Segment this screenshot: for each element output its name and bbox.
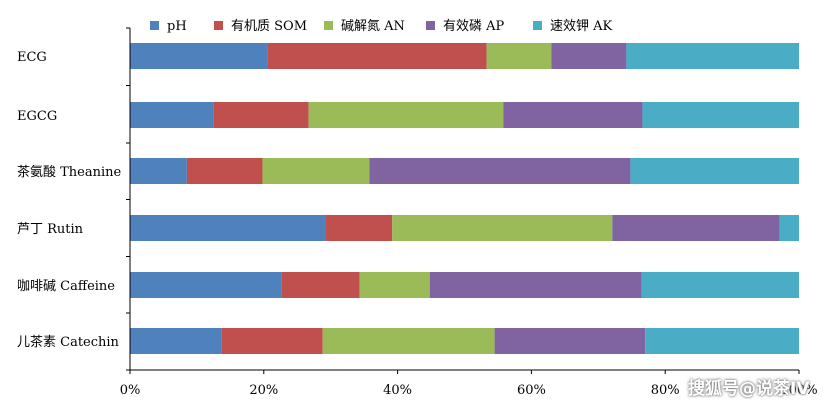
bar-segment-4-5	[779, 215, 799, 241]
category-label: 茶氨酸 Theanine	[17, 164, 122, 180]
x-tick-labels: 0% 20% 40% 60% 80% 100%	[120, 383, 818, 398]
bar-segment-2-2	[213, 102, 309, 128]
bar-segment-1-5	[626, 43, 799, 69]
bar-segment-2-3	[308, 102, 504, 128]
x-tick-label: 0%	[120, 383, 141, 398]
bar-segment-4-3	[392, 215, 613, 241]
category-label: EGCG	[17, 109, 57, 124]
bars	[130, 43, 799, 354]
bar-segment-6-3	[322, 328, 495, 354]
bar-segment-1-1	[130, 43, 268, 69]
x-tick-label: 100%	[780, 383, 817, 398]
bar-segment-5-3	[359, 272, 430, 298]
bar-segment-3-2	[186, 158, 263, 184]
legend-label-1: pH	[167, 19, 187, 34]
bar-segment-3-3	[262, 158, 370, 184]
legend-label-2: 有机质 SOM	[231, 19, 307, 34]
legend-label-4: 有效磷 AP	[443, 19, 505, 34]
watermark: 搜狐号@说茶IV	[688, 379, 810, 399]
axes	[126, 27, 800, 374]
bar-segment-6-5	[645, 328, 799, 354]
bar-segment-5-2	[281, 272, 360, 298]
legend-swatch-4	[426, 21, 435, 30]
category-labels: ECG EGCG 茶氨酸 Theanine 芦丁 Rutin 咖啡碱 Caffeine 儿…	[17, 50, 122, 350]
bar-segment-3-1	[130, 158, 187, 184]
category-label: ECG	[17, 50, 47, 65]
category-label: 儿茶素 Catechin	[17, 334, 120, 350]
bar-segment-6-2	[221, 328, 323, 354]
bar-segment-5-1	[130, 272, 282, 298]
category-label: 咖啡碱 Caffeine	[17, 279, 115, 294]
bar-segment-5-5	[641, 272, 799, 298]
bar-segment-3-5	[630, 158, 799, 184]
bar-segment-1-2	[267, 43, 487, 69]
x-tick-label: 80%	[651, 383, 680, 398]
x-tick-label: 60%	[517, 383, 546, 398]
bar-segment-3-4	[369, 158, 631, 184]
bar-segment-6-1	[130, 328, 222, 354]
bar-segment-2-5	[642, 102, 799, 128]
x-tick-label: 40%	[383, 383, 412, 398]
bar-segment-4-4	[612, 215, 780, 241]
bar-segment-2-4	[503, 102, 643, 128]
legend-swatch-5	[533, 21, 542, 30]
legend-label-5: 速效钾 AK	[550, 19, 613, 34]
bar-segment-4-1	[130, 215, 327, 241]
legend-label-3: 碱解氮 AN	[341, 19, 405, 34]
x-tick-label: 20%	[249, 383, 278, 398]
category-label: 芦丁 Rutin	[17, 222, 84, 237]
bar-segment-1-3	[486, 43, 552, 69]
legend-swatch-1	[150, 21, 159, 30]
bar-segment-2-1	[130, 102, 214, 128]
legend: pH 有机质 SOM 碱解氮 AN 有效磷 AP 速效钾 AK	[150, 19, 613, 34]
bar-segment-4-2	[326, 215, 393, 241]
bar-segment-6-4	[494, 328, 646, 354]
legend-swatch-2	[214, 21, 223, 30]
legend-swatch-3	[324, 21, 333, 30]
bar-segment-5-4	[429, 272, 642, 298]
bar-segment-1-4	[551, 43, 627, 69]
